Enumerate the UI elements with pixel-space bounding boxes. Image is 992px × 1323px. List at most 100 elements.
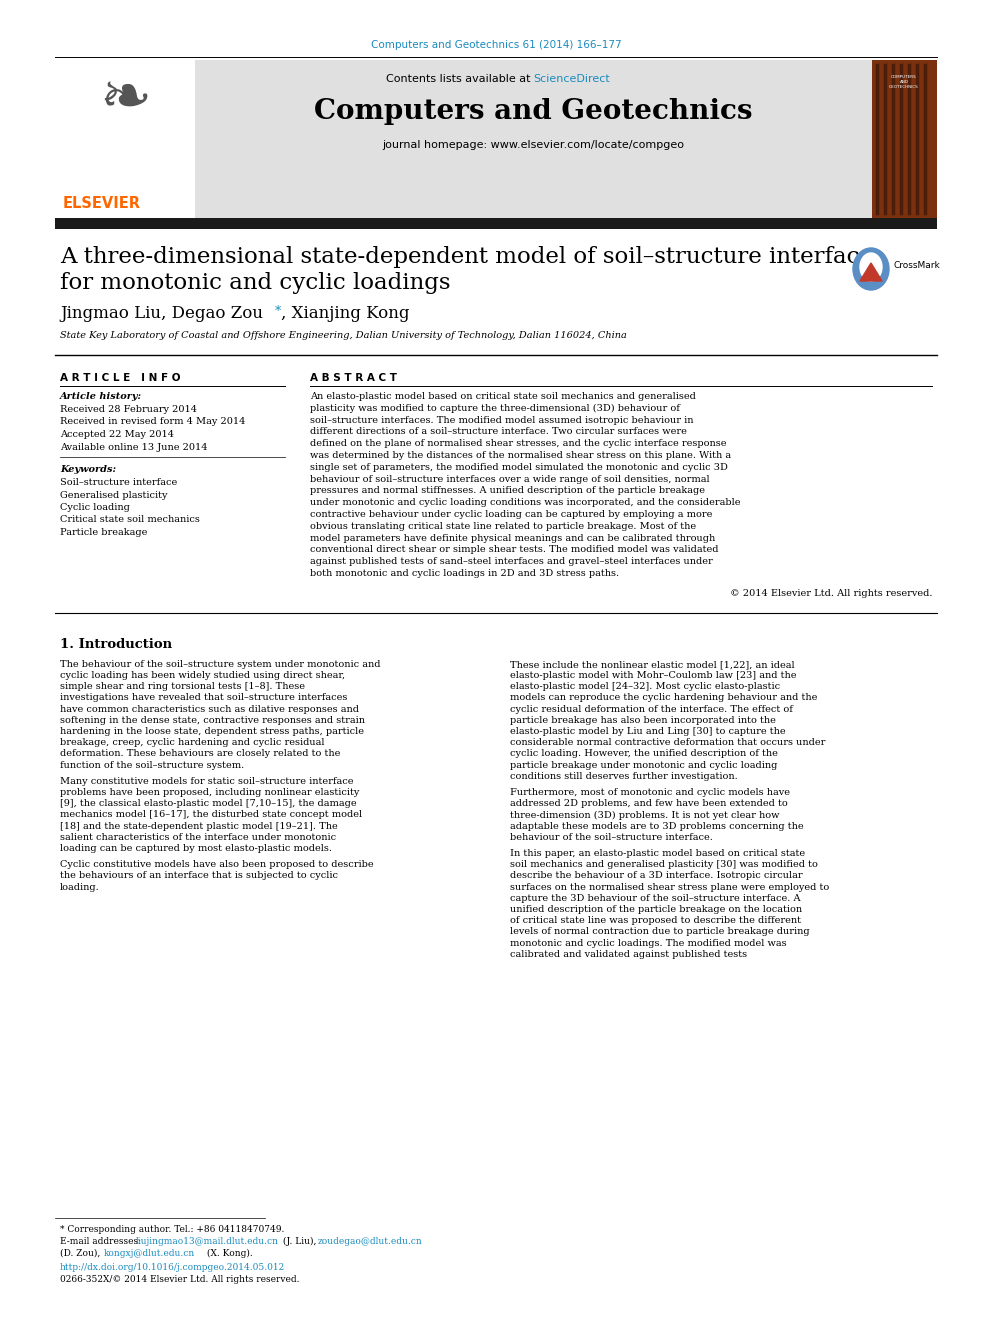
Text: problems have been proposed, including nonlinear elasticity: problems have been proposed, including n…: [60, 789, 359, 796]
Text: [18] and the state-dependent plastic model [19–21]. The: [18] and the state-dependent plastic mod…: [60, 822, 337, 831]
Text: Article history:: Article history:: [60, 392, 142, 401]
Text: Received in revised form 4 May 2014: Received in revised form 4 May 2014: [60, 418, 245, 426]
Text: These include the nonlinear elastic model [1,22], an ideal: These include the nonlinear elastic mode…: [510, 660, 795, 669]
Bar: [872, 60, 937, 218]
Bar: [55, 60, 195, 218]
Text: CrossMark: CrossMark: [893, 261, 939, 270]
Text: © 2014 Elsevier Ltd. All rights reserved.: © 2014 Elsevier Ltd. All rights reserved…: [729, 589, 932, 598]
Text: Jingmao Liu, Degao Zou: Jingmao Liu, Degao Zou: [60, 306, 263, 321]
Text: Many constitutive models for static soil–structure interface: Many constitutive models for static soil…: [60, 777, 353, 786]
Text: elasto-plastic model with Mohr–Coulomb law [23] and the: elasto-plastic model with Mohr–Coulomb l…: [510, 671, 797, 680]
Text: against published tests of sand–steel interfaces and gravel–steel interfaces und: against published tests of sand–steel in…: [310, 557, 712, 566]
Text: single set of parameters, the modified model simulated the monotonic and cyclic : single set of parameters, the modified m…: [310, 463, 728, 472]
Text: levels of normal contraction due to particle breakage during: levels of normal contraction due to part…: [510, 927, 809, 937]
Text: State Key Laboratory of Coastal and Offshore Engineering, Dalian University of T: State Key Laboratory of Coastal and Offs…: [60, 331, 627, 340]
Text: loading.: loading.: [60, 882, 100, 892]
Text: (X. Kong).: (X. Kong).: [204, 1249, 253, 1258]
Text: Soil–structure interface: Soil–structure interface: [60, 478, 178, 487]
Text: A B S T R A C T: A B S T R A C T: [310, 373, 397, 382]
Text: elasto-plastic model by Liu and Ling [30] to capture the: elasto-plastic model by Liu and Ling [30…: [510, 728, 786, 736]
Text: A R T I C L E   I N F O: A R T I C L E I N F O: [60, 373, 181, 382]
Text: describe the behaviour of a 3D interface. Isotropic circular: describe the behaviour of a 3D interface…: [510, 872, 803, 880]
Text: deformation. These behaviours are closely related to the: deformation. These behaviours are closel…: [60, 749, 340, 758]
Text: surfaces on the normalised shear stress plane were employed to: surfaces on the normalised shear stress …: [510, 882, 829, 892]
Text: function of the soil–structure system.: function of the soil–structure system.: [60, 761, 244, 770]
Text: addressed 2D problems, and few have been extended to: addressed 2D problems, and few have been…: [510, 799, 788, 808]
Text: cyclic loading has been widely studied using direct shear,: cyclic loading has been widely studied u…: [60, 671, 345, 680]
Text: , Xianjing Kong: , Xianjing Kong: [281, 306, 410, 321]
Text: hardening in the loose state, dependent stress paths, particle: hardening in the loose state, dependent …: [60, 728, 364, 736]
Text: ❧: ❧: [99, 70, 151, 130]
Text: plasticity was modified to capture the three-dimensional (3D) behaviour of: plasticity was modified to capture the t…: [310, 404, 680, 413]
Polygon shape: [860, 263, 882, 280]
Text: Cyclic loading: Cyclic loading: [60, 503, 130, 512]
Text: 1. Introduction: 1. Introduction: [60, 638, 173, 651]
Text: Available online 13 June 2014: Available online 13 June 2014: [60, 442, 207, 451]
Text: behaviour of soil–structure interfaces over a wide range of soil densities, norm: behaviour of soil–structure interfaces o…: [310, 475, 709, 484]
Text: considerable normal contractive deformation that occurs under: considerable normal contractive deformat…: [510, 738, 825, 747]
Text: calibrated and validated against published tests: calibrated and validated against publish…: [510, 950, 747, 959]
Text: soil–structure interfaces. The modified model assumed isotropic behaviour in: soil–structure interfaces. The modified …: [310, 415, 693, 425]
Text: softening in the dense state, contractive responses and strain: softening in the dense state, contractiv…: [60, 716, 365, 725]
Text: breakage, creep, cyclic hardening and cyclic residual: breakage, creep, cyclic hardening and cy…: [60, 738, 324, 747]
Text: A three-dimensional state-dependent model of soil–structure interface: A three-dimensional state-dependent mode…: [60, 246, 873, 269]
Text: particle breakage under monotonic and cyclic loading: particle breakage under monotonic and cy…: [510, 761, 778, 770]
Text: conditions still deserves further investigation.: conditions still deserves further invest…: [510, 771, 738, 781]
Text: loading can be captured by most elasto-plastic models.: loading can be captured by most elasto-p…: [60, 844, 332, 853]
Text: Contents lists available at: Contents lists available at: [386, 74, 534, 83]
Bar: [55, 218, 937, 229]
Text: under monotonic and cyclic loading conditions was incorporated, and the consider: under monotonic and cyclic loading condi…: [310, 499, 740, 507]
Text: particle breakage has also been incorporated into the: particle breakage has also been incorpor…: [510, 716, 776, 725]
Text: mechanics model [16–17], the disturbed state concept model: mechanics model [16–17], the disturbed s…: [60, 811, 362, 819]
Text: both monotonic and cyclic loadings in 2D and 3D stress paths.: both monotonic and cyclic loadings in 2D…: [310, 569, 619, 578]
Text: behaviour of the soil–structure interface.: behaviour of the soil–structure interfac…: [510, 832, 713, 841]
Text: contractive behaviour under cyclic loading can be captured by employing a more: contractive behaviour under cyclic loadi…: [310, 509, 712, 519]
Text: ScienceDirect: ScienceDirect: [534, 74, 610, 83]
Text: soil mechanics and generalised plasticity [30] was modified to: soil mechanics and generalised plasticit…: [510, 860, 817, 869]
Text: have common characteristics such as dilative responses and: have common characteristics such as dila…: [60, 705, 359, 713]
Text: conventional direct shear or simple shear tests. The modified model was validate: conventional direct shear or simple shea…: [310, 545, 718, 554]
Text: three-dimension (3D) problems. It is not yet clear how: three-dimension (3D) problems. It is not…: [510, 811, 780, 819]
Text: Computers and Geotechnics 61 (2014) 166–177: Computers and Geotechnics 61 (2014) 166–…: [371, 40, 621, 50]
Text: kongxj@dlut.edu.cn: kongxj@dlut.edu.cn: [104, 1249, 195, 1258]
Text: cyclic loading. However, the unified description of the: cyclic loading. However, the unified des…: [510, 749, 778, 758]
Text: Cyclic constitutive models have also been proposed to describe: Cyclic constitutive models have also bee…: [60, 860, 374, 869]
Text: In this paper, an elasto-plastic model based on critical state: In this paper, an elasto-plastic model b…: [510, 849, 806, 859]
Text: *: *: [275, 306, 282, 318]
Text: Generalised plasticity: Generalised plasticity: [60, 491, 168, 500]
Text: cyclic residual deformation of the interface. The effect of: cyclic residual deformation of the inter…: [510, 705, 793, 713]
Text: salient characteristics of the interface under monotonic: salient characteristics of the interface…: [60, 832, 336, 841]
Text: Keywords:: Keywords:: [60, 464, 116, 474]
Text: pressures and normal stiffnesses. A unified description of the particle breakage: pressures and normal stiffnesses. A unif…: [310, 487, 705, 495]
Text: the behaviours of an interface that is subjected to cyclic: the behaviours of an interface that is s…: [60, 872, 338, 880]
Text: COMPUTERS
AND
GEOTECHNICS: COMPUTERS AND GEOTECHNICS: [889, 75, 919, 89]
Text: ELSEVIER: ELSEVIER: [63, 196, 141, 210]
Text: obvious translating critical state line related to particle breakage. Most of th: obvious translating critical state line …: [310, 521, 696, 531]
Text: Particle breakage: Particle breakage: [60, 528, 148, 537]
Text: capture the 3D behaviour of the soil–structure interface. A: capture the 3D behaviour of the soil–str…: [510, 894, 801, 902]
Text: journal homepage: www.elsevier.com/locate/compgeo: journal homepage: www.elsevier.com/locat…: [383, 140, 684, 149]
Text: Furthermore, most of monotonic and cyclic models have: Furthermore, most of monotonic and cycli…: [510, 789, 790, 796]
Text: The behaviour of the soil–structure system under monotonic and: The behaviour of the soil–structure syst…: [60, 660, 381, 669]
Text: model parameters have definite physical meanings and can be calibrated through: model parameters have definite physical …: [310, 533, 715, 542]
Text: was determined by the distances of the normalised shear stress on this plane. Wi: was determined by the distances of the n…: [310, 451, 731, 460]
Text: Accepted 22 May 2014: Accepted 22 May 2014: [60, 430, 174, 439]
Text: unified description of the particle breakage on the location: unified description of the particle brea…: [510, 905, 803, 914]
Text: different directions of a soil–structure interface. Two circular surfaces were: different directions of a soil–structure…: [310, 427, 686, 437]
Bar: [195, 60, 872, 218]
Text: simple shear and ring torsional tests [1–8]. These: simple shear and ring torsional tests [1…: [60, 683, 305, 691]
Text: Critical state soil mechanics: Critical state soil mechanics: [60, 516, 199, 524]
Text: (J. Liu),: (J. Liu),: [280, 1237, 319, 1246]
Text: Received 28 February 2014: Received 28 February 2014: [60, 405, 197, 414]
Text: (D. Zou),: (D. Zou),: [60, 1249, 103, 1258]
Text: elasto-plastic model [24–32]. Most cyclic elasto-plastic: elasto-plastic model [24–32]. Most cycli…: [510, 683, 780, 691]
Text: investigations have revealed that soil–structure interfaces: investigations have revealed that soil–s…: [60, 693, 347, 703]
Text: defined on the plane of normalised shear stresses, and the cyclic interface resp: defined on the plane of normalised shear…: [310, 439, 726, 448]
Text: adaptable these models are to 3D problems concerning the: adaptable these models are to 3D problem…: [510, 822, 804, 831]
Text: monotonic and cyclic loadings. The modified model was: monotonic and cyclic loadings. The modif…: [510, 938, 787, 947]
Text: liujingmao13@mail.dlut.edu.cn: liujingmao13@mail.dlut.edu.cn: [136, 1237, 279, 1246]
Text: of critical state line was proposed to describe the different: of critical state line was proposed to d…: [510, 917, 801, 925]
Text: http://dx.doi.org/10.1016/j.compgeo.2014.05.012: http://dx.doi.org/10.1016/j.compgeo.2014…: [60, 1263, 286, 1271]
Text: 0266-352X/© 2014 Elsevier Ltd. All rights reserved.: 0266-352X/© 2014 Elsevier Ltd. All right…: [60, 1275, 300, 1285]
Text: zoudegao@dlut.edu.cn: zoudegao@dlut.edu.cn: [318, 1237, 423, 1246]
